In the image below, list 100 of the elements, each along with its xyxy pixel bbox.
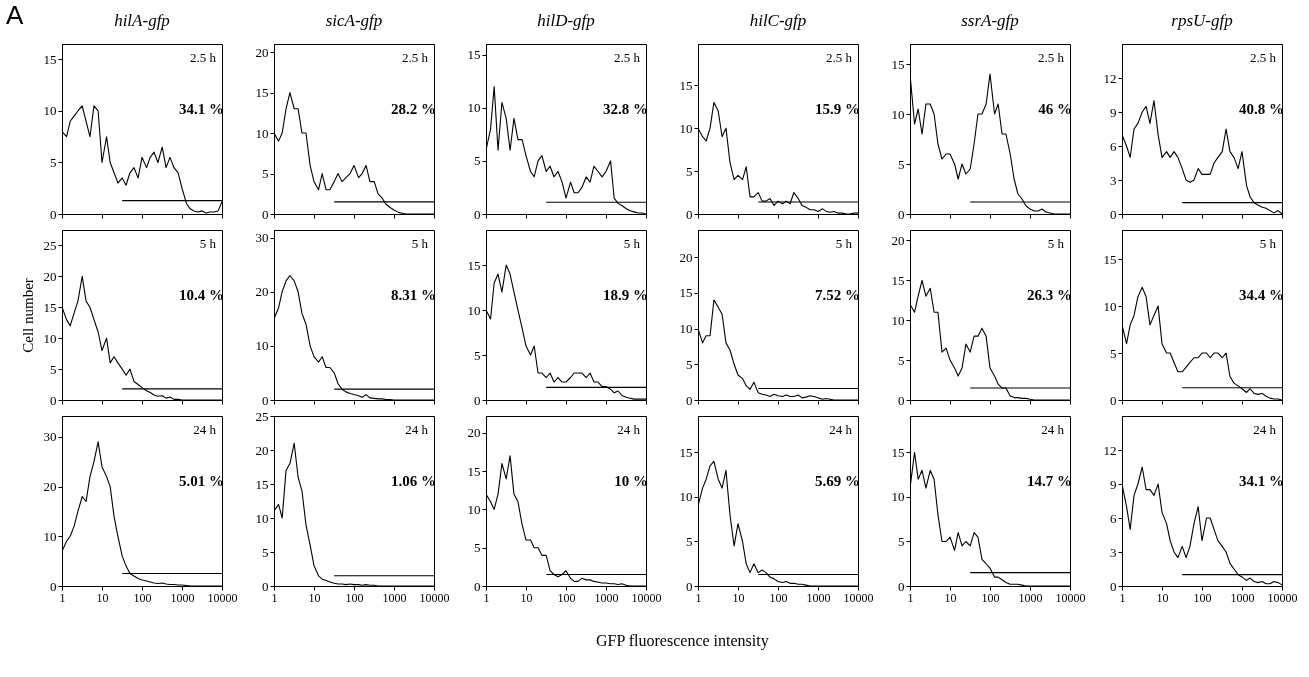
y-axis-title: Cell number xyxy=(19,278,36,353)
y-tick-label: 12 xyxy=(1103,442,1117,458)
y-tick-label: 0 xyxy=(686,206,693,222)
y-tick-label: 15 xyxy=(891,272,905,288)
x-tick-label: 10 xyxy=(944,590,957,605)
y-tick-label: 15 xyxy=(891,56,905,72)
annotation: 5 h xyxy=(1259,236,1277,251)
y-tick-label: 5 xyxy=(50,361,57,377)
x-tick-label: 1000 xyxy=(1230,590,1255,605)
y-tick-label: 0 xyxy=(1110,392,1117,408)
y-tick-label: 9 xyxy=(1110,476,1117,492)
x-tick-label: 10000 xyxy=(207,590,238,605)
y-tick-label: 20 xyxy=(255,442,269,458)
y-tick-label: 20 xyxy=(255,284,269,300)
y-tick-label: 20 xyxy=(679,249,693,265)
annotation: 2.5 h xyxy=(826,50,853,65)
x-tick-label: 100 xyxy=(133,590,152,605)
y-tick-label: 10 xyxy=(43,528,57,544)
y-tick-label: 10 xyxy=(255,338,269,354)
annotation: 24 h xyxy=(405,422,429,437)
y-tick-label: 5 xyxy=(898,156,905,172)
y-tick-label: 3 xyxy=(1110,544,1117,560)
x-tick-label: 10 xyxy=(96,590,109,605)
y-tick-label: 0 xyxy=(1110,578,1117,594)
y-tick-label: 0 xyxy=(262,392,269,408)
x-tick-label: 10000 xyxy=(1055,590,1086,605)
y-tick-label: 0 xyxy=(262,578,269,594)
x-tick-label: 1 xyxy=(695,590,702,605)
y-tick-label: 15 xyxy=(679,77,693,93)
chart-title: rpsU-gfp xyxy=(1171,11,1233,30)
x-tick-label: 1000 xyxy=(594,590,619,605)
y-tick-label: 10 xyxy=(255,125,269,141)
x-tick-label: 10 xyxy=(732,590,745,605)
y-tick-label: 20 xyxy=(467,425,481,441)
y-tick-label: 25 xyxy=(43,237,57,253)
x-tick-label: 100 xyxy=(981,590,1000,605)
y-tick-label: 10 xyxy=(255,510,269,526)
annotation: 5 h xyxy=(835,236,853,251)
y-tick-label: 15 xyxy=(43,51,57,67)
y-tick-label: 15 xyxy=(255,476,269,492)
y-tick-label: 15 xyxy=(467,463,481,479)
y-tick-label: 3 xyxy=(1110,172,1117,188)
y-tick-label: 0 xyxy=(50,392,57,408)
y-tick-label: 15 xyxy=(679,444,693,460)
x-tick-label: 10 xyxy=(520,590,533,605)
y-tick-label: 6 xyxy=(1110,510,1117,526)
annotation: 2.5 h xyxy=(190,50,217,65)
x-tick-label: 10 xyxy=(308,590,321,605)
y-tick-label: 15 xyxy=(467,47,481,63)
y-tick-label: 0 xyxy=(898,206,905,222)
x-tick-label: 10000 xyxy=(843,590,874,605)
y-tick-label: 20 xyxy=(43,479,57,495)
annotation: 24 h xyxy=(1253,422,1277,437)
annotation: 24 h xyxy=(193,422,217,437)
x-tick-label: 1 xyxy=(271,590,278,605)
y-tick-label: 5 xyxy=(474,540,481,556)
y-tick-label: 0 xyxy=(686,392,693,408)
annotation: 5 h xyxy=(411,236,429,251)
y-tick-label: 15 xyxy=(467,257,481,273)
y-tick-label: 25 xyxy=(255,408,269,424)
y-tick-label: 20 xyxy=(43,268,57,284)
annotation: 2.5 h xyxy=(1250,50,1277,65)
y-tick-label: 10 xyxy=(679,120,693,136)
x-tick-label: 1000 xyxy=(170,590,195,605)
x-tick-label: 10 xyxy=(1156,590,1169,605)
chart-title: hilD-gfp xyxy=(537,11,595,30)
y-tick-label: 10 xyxy=(467,100,481,116)
y-tick-label: 15 xyxy=(891,444,905,460)
y-tick-label: 0 xyxy=(474,206,481,222)
y-tick-label: 10 xyxy=(1103,298,1117,314)
x-tick-label: 10000 xyxy=(1267,590,1298,605)
y-tick-label: 15 xyxy=(43,299,57,315)
y-tick-label: 0 xyxy=(474,578,481,594)
y-tick-label: 30 xyxy=(43,429,57,445)
y-tick-label: 0 xyxy=(262,206,269,222)
y-tick-label: 20 xyxy=(891,232,905,248)
y-tick-label: 0 xyxy=(50,206,57,222)
y-tick-label: 10 xyxy=(679,321,693,337)
x-tick-label: 10000 xyxy=(419,590,450,605)
y-tick-label: 15 xyxy=(1103,251,1117,267)
y-tick-label: 0 xyxy=(898,578,905,594)
annotation: 2.5 h xyxy=(1038,50,1065,65)
y-tick-label: 15 xyxy=(679,285,693,301)
chart-title: hilC-gfp xyxy=(749,11,807,30)
y-tick-label: 9 xyxy=(1110,104,1117,120)
y-tick-label: 5 xyxy=(898,534,905,549)
y-tick-label: 5 xyxy=(50,154,57,170)
x-tick-label: 1000 xyxy=(382,590,407,605)
y-tick-label: 12 xyxy=(1103,70,1117,86)
x-axis-title: GFP fluorescence intensity xyxy=(596,632,769,650)
y-tick-label: 10 xyxy=(467,302,481,318)
x-tick-label: 10000 xyxy=(631,590,662,605)
y-tick-label: 10 xyxy=(43,103,57,119)
y-tick-label: 0 xyxy=(474,392,481,408)
x-tick-label: 1 xyxy=(1119,590,1126,605)
annotation: 24 h xyxy=(1041,422,1065,437)
y-tick-label: 5 xyxy=(1110,345,1117,361)
y-tick-label: 0 xyxy=(1110,206,1117,222)
y-tick-label: 10 xyxy=(891,312,905,328)
y-tick-label: 5 xyxy=(686,163,693,179)
